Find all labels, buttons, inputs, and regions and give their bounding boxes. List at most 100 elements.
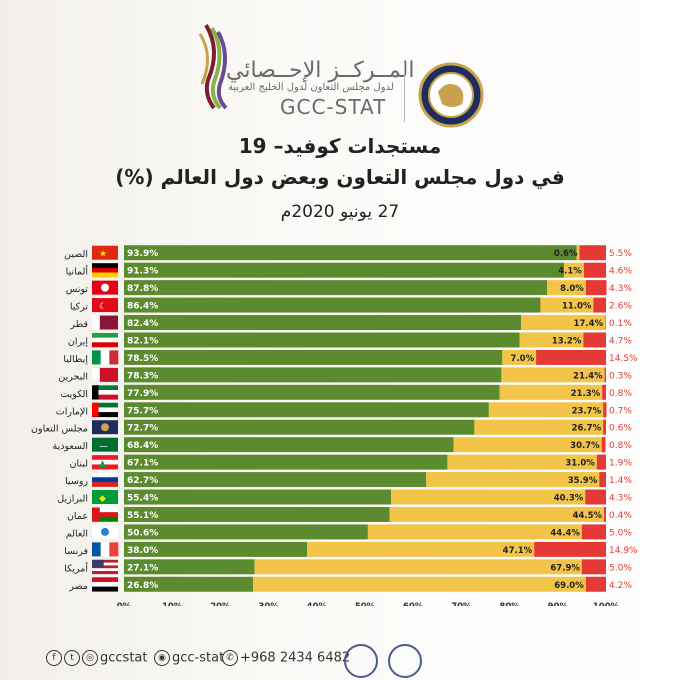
data-label: 1.4% bbox=[609, 476, 632, 486]
data-label: 77.9% bbox=[127, 389, 158, 399]
iso-certificate-icon bbox=[344, 644, 378, 678]
bar-segment bbox=[124, 384, 500, 400]
tuv-certificate-icon bbox=[388, 644, 422, 678]
bar-segment bbox=[307, 541, 535, 557]
flag-icon bbox=[92, 481, 118, 487]
data-label: 44.4% bbox=[550, 528, 580, 538]
bar-segment bbox=[521, 315, 606, 331]
gccstat-logo-icon bbox=[198, 23, 228, 110]
category-label: السعودية bbox=[53, 441, 88, 452]
data-label: 55.1% bbox=[127, 511, 158, 521]
data-label: 27.1% bbox=[127, 563, 158, 573]
social-handle-1[interactable]: f t ◎ gccstat bbox=[46, 650, 147, 666]
data-label: 4.3% bbox=[609, 284, 632, 294]
category-label: البحرين bbox=[58, 371, 88, 382]
category-label: مصر bbox=[68, 581, 88, 592]
data-label: 2.6% bbox=[609, 302, 632, 312]
category-label: قطر bbox=[69, 319, 88, 330]
category-label: الإمارات bbox=[56, 406, 88, 417]
data-label: 67.9% bbox=[550, 563, 580, 573]
category-label: إيران bbox=[68, 336, 89, 347]
flag-icon: ★ bbox=[99, 250, 107, 260]
flag-icon: — bbox=[99, 442, 108, 452]
bar-segment bbox=[124, 280, 548, 296]
data-label: 78.3% bbox=[127, 371, 158, 381]
x-tick-label: 100% bbox=[593, 602, 620, 606]
divider bbox=[404, 62, 405, 122]
bar-segment bbox=[124, 559, 255, 575]
bar-segment bbox=[604, 506, 606, 522]
flag-icon bbox=[100, 350, 110, 365]
category-label: روسيا bbox=[65, 476, 88, 487]
bar-segment bbox=[474, 419, 604, 435]
bar-segment bbox=[605, 315, 606, 331]
bar-segment bbox=[488, 402, 604, 418]
bar-segment bbox=[367, 524, 582, 540]
flag-icon bbox=[92, 455, 118, 461]
data-label: 11.0% bbox=[562, 302, 592, 312]
data-label: 26.7% bbox=[572, 424, 602, 434]
bar-segment bbox=[502, 349, 537, 365]
bar-segment bbox=[124, 402, 489, 418]
data-label: 31.0% bbox=[565, 459, 595, 469]
x-tick-label: 50% bbox=[355, 602, 376, 606]
flag-icon bbox=[92, 385, 99, 400]
data-label: 8.0% bbox=[560, 284, 584, 294]
bar-segment bbox=[124, 297, 541, 313]
social-handle-2[interactable]: ◉ gcc-stat bbox=[154, 650, 224, 666]
flag-icon bbox=[92, 490, 118, 505]
bar-segment bbox=[536, 349, 606, 365]
category-label: العالم bbox=[66, 528, 88, 539]
bar-segment bbox=[576, 245, 580, 261]
chart-title-line1: مستجدات كوفيد– 19 bbox=[238, 134, 442, 158]
flag-icon bbox=[92, 402, 118, 408]
flag-icon bbox=[92, 412, 118, 418]
bar-segment bbox=[124, 437, 454, 453]
bar-segment bbox=[124, 472, 427, 488]
bar-segment bbox=[124, 332, 520, 348]
bar-segment bbox=[540, 297, 594, 313]
flag-icon bbox=[92, 367, 100, 382]
category-label: عمان bbox=[67, 511, 88, 522]
data-label: 5.0% bbox=[609, 563, 632, 573]
bar-segment bbox=[124, 489, 392, 505]
x-tick-label: 10% bbox=[162, 602, 183, 606]
category-label: تونس bbox=[66, 284, 89, 295]
bar-segment bbox=[389, 506, 605, 522]
bar-segment bbox=[391, 489, 586, 505]
chart-title-line2: في دول مجلس التعاون وبعض دول العالم (%) bbox=[115, 165, 565, 189]
phone-number[interactable]: ✆ +968 2434 6482 bbox=[222, 650, 350, 666]
bar-segment bbox=[124, 576, 254, 592]
data-label: 82.1% bbox=[127, 336, 158, 346]
bar-segment bbox=[447, 454, 597, 470]
category-label: الصين bbox=[64, 249, 88, 260]
flag-icon bbox=[92, 542, 101, 557]
data-label: 17.4% bbox=[574, 319, 604, 329]
bar-segment bbox=[593, 297, 606, 313]
data-label: 23.7% bbox=[572, 406, 602, 416]
data-label: 0.8% bbox=[609, 389, 632, 399]
bar-segment bbox=[604, 367, 606, 383]
bar-segment bbox=[426, 472, 600, 488]
data-label: 69.0% bbox=[554, 581, 584, 591]
bar-segment bbox=[599, 472, 606, 488]
x-tick-label: 60% bbox=[403, 602, 424, 606]
bar-segment bbox=[124, 245, 577, 261]
flag-icon bbox=[92, 350, 101, 365]
brand-name-en: GCC-STAT bbox=[280, 95, 387, 119]
data-label: 35.9% bbox=[568, 476, 598, 486]
flag-icon bbox=[101, 423, 109, 432]
chart-date: 27 يونيو 2020م bbox=[280, 202, 400, 222]
flag-icon bbox=[92, 402, 99, 417]
phone-number-text: +968 2434 6482 bbox=[240, 650, 351, 666]
flag-icon bbox=[92, 559, 104, 568]
data-label: 62.7% bbox=[127, 476, 158, 486]
data-label: 55.4% bbox=[127, 494, 158, 504]
flag-icon bbox=[92, 565, 118, 569]
flag-icon bbox=[92, 568, 118, 572]
bar-segment bbox=[581, 524, 606, 540]
bar-segment bbox=[124, 315, 522, 331]
flag-icon bbox=[92, 298, 118, 313]
twitter-icon: t bbox=[64, 650, 80, 666]
flag-icon bbox=[92, 245, 118, 260]
